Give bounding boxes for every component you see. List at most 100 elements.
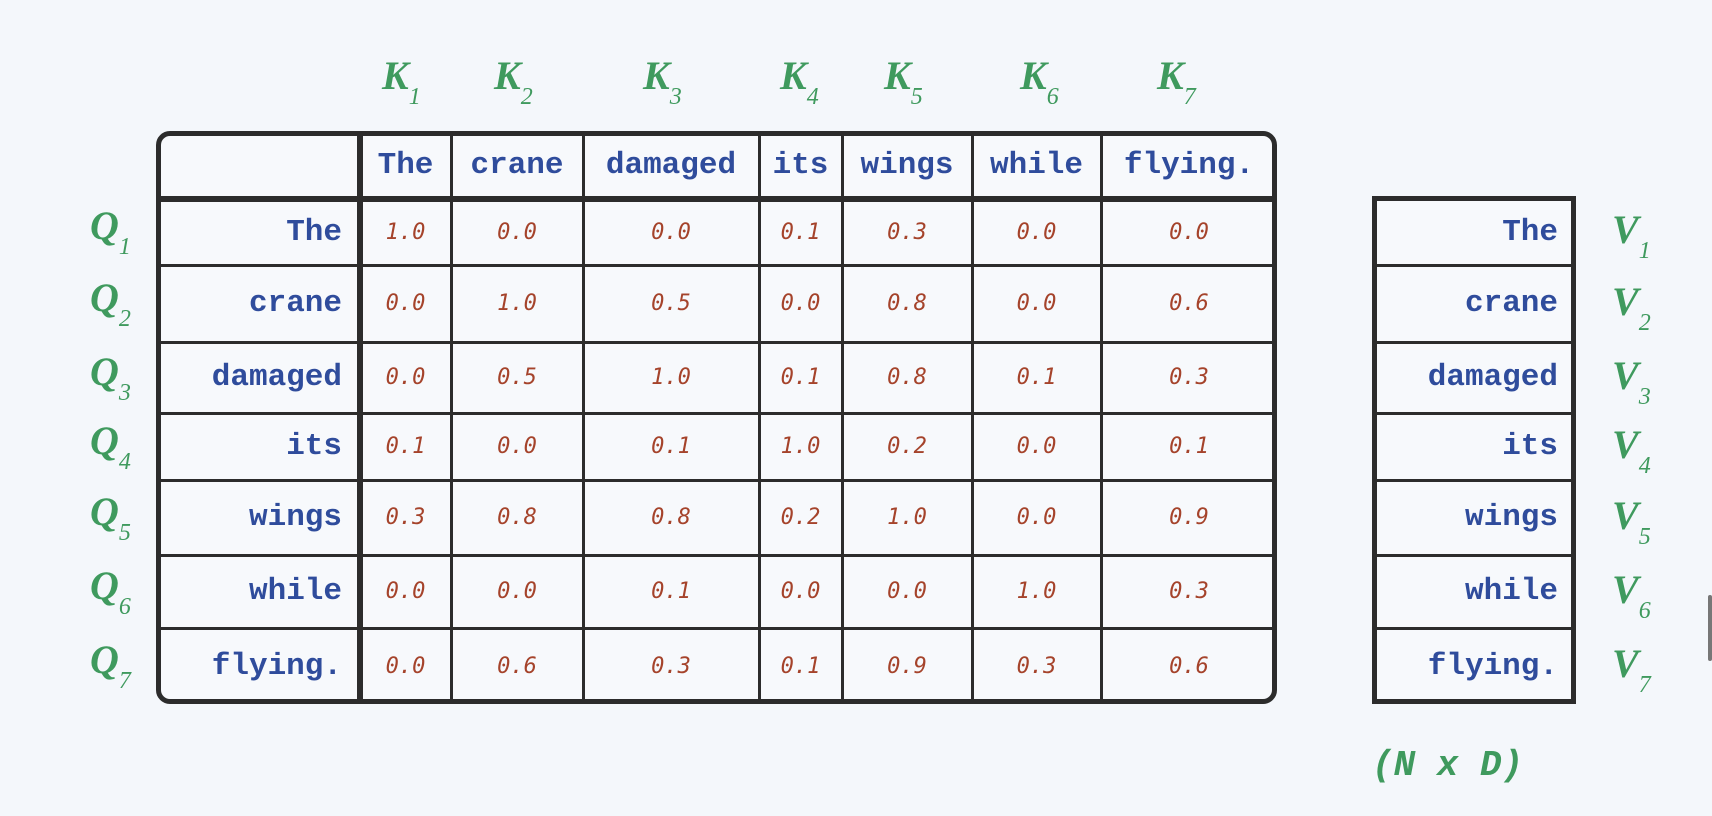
attention-score-cell: 0.1 (651, 579, 691, 604)
value-label-letter: V (1612, 278, 1639, 324)
attention-score-cell: 0.0 (1169, 219, 1209, 245)
column-divider (449, 131, 453, 704)
key-token-header: flying. (1123, 147, 1255, 183)
value-label-letter: V (1612, 421, 1639, 467)
query-label-subscript: 3 (118, 379, 131, 406)
scrollbar[interactable] (1708, 595, 1712, 661)
attention-score-cell: 0.3 (1169, 579, 1209, 604)
attention-matrix-table (156, 131, 1277, 704)
attention-score-cell: 0.1 (780, 653, 821, 679)
attention-score-cell: 0.0 (651, 219, 691, 245)
value-label: V2 (1612, 278, 1651, 335)
attention-score-cell: 1.0 (651, 365, 691, 390)
query-label: Q4 (90, 417, 131, 474)
query-label-letter: Q (90, 488, 119, 534)
query-label-subscript: 4 (118, 448, 131, 475)
attention-score-cell: 0.1 (1169, 434, 1209, 459)
query-label-subscript: 5 (118, 519, 131, 546)
column-divider (970, 131, 974, 704)
attention-score-cell: 0.1 (1016, 365, 1057, 390)
value-token-label: wings (1464, 500, 1558, 535)
attention-score-cell: 0.0 (497, 579, 537, 604)
query-token-label: while (248, 574, 342, 609)
attention-score-cell: 0.8 (887, 291, 927, 316)
row-divider (156, 626, 1277, 630)
row-divider (1372, 340, 1576, 344)
query-label-subscript: 7 (118, 668, 131, 694)
attention-score-cell: 0.8 (887, 365, 927, 390)
attention-score-cell: 0.8 (497, 505, 537, 530)
key-label-subscript: 7 (1183, 84, 1196, 110)
value-label-subscript: 4 (1638, 452, 1651, 479)
attention-score-cell: 0.3 (651, 653, 691, 679)
key-label: K6 (1020, 56, 1059, 110)
attention-score-cell: 1.0 (385, 219, 426, 245)
query-label: Q7 (90, 640, 131, 694)
row-divider (1372, 263, 1576, 267)
query-label: Q2 (90, 274, 131, 331)
key-label: K7 (1157, 56, 1196, 110)
attention-score-cell: 1.0 (887, 505, 927, 530)
key-label: K2 (494, 53, 533, 110)
value-label: V4 (1612, 421, 1651, 478)
query-label-letter: Q (90, 348, 119, 394)
value-label-subscript: 1 (1638, 238, 1651, 264)
value-token-label: flying. (1427, 648, 1558, 684)
attention-score-cell: 0.1 (780, 365, 821, 390)
key-token-header: The (377, 147, 434, 183)
value-label-subscript: 5 (1638, 523, 1651, 550)
key-label: K5 (884, 56, 923, 110)
attention-score-cell: 1.0 (1016, 579, 1057, 604)
value-label: V3 (1612, 352, 1651, 409)
attention-score-cell: 1.0 (780, 434, 821, 459)
attention-score-cell: 0.3 (1016, 653, 1057, 679)
row-divider (1372, 626, 1576, 630)
attention-score-cell: 0.0 (780, 579, 821, 604)
key-label-subscript: 5 (910, 84, 923, 110)
row-divider (1372, 411, 1576, 415)
value-label-letter: V (1612, 566, 1639, 612)
value-label-subscript: 2 (1638, 309, 1651, 336)
attention-score-cell: 0.5 (497, 365, 537, 390)
attention-score-cell: 0.0 (1016, 505, 1057, 530)
query-label: Q6 (90, 562, 131, 619)
key-token-header: its (772, 147, 829, 183)
value-label: V5 (1612, 492, 1651, 549)
column-divider (357, 131, 363, 704)
query-label-letter: Q (90, 203, 119, 248)
key-label-subscript: 6 (1046, 84, 1059, 110)
query-token-label: flying. (211, 648, 342, 684)
key-token-header: wings (860, 147, 954, 183)
attention-score-cell: 0.0 (887, 579, 927, 604)
query-label-subscript: 2 (118, 305, 131, 332)
query-label-letter: Q (90, 562, 119, 608)
query-token-label: The (286, 214, 342, 250)
attention-score-cell: 0.3 (887, 219, 927, 245)
value-token-label: damaged (1427, 360, 1558, 395)
query-label: Q3 (90, 348, 131, 405)
row-divider (156, 478, 1277, 482)
query-label: Q1 (90, 203, 131, 260)
attention-score-cell: 0.1 (385, 434, 426, 459)
attention-score-cell: 0.3 (385, 505, 426, 530)
key-token-header: crane (470, 147, 564, 183)
attention-score-cell: 0.0 (1016, 434, 1057, 459)
value-label-letter: V (1612, 352, 1639, 398)
column-divider (757, 131, 761, 704)
query-label: Q5 (90, 488, 131, 545)
query-token-label: its (286, 429, 342, 464)
value-token-label: its (1502, 429, 1558, 464)
key-label-letter: K (494, 53, 521, 98)
value-label-letter: V (1612, 641, 1639, 686)
query-token-label: wings (248, 500, 342, 535)
key-token-header: while (989, 147, 1083, 183)
value-label-subscript: 6 (1638, 597, 1651, 624)
attention-score-cell: 0.0 (497, 219, 537, 245)
row-divider (156, 263, 1277, 267)
value-table (1372, 196, 1576, 704)
query-label-letter: Q (90, 274, 119, 320)
value-label-letter: V (1612, 492, 1639, 538)
key-token-header: damaged (605, 147, 737, 183)
row-divider (156, 553, 1277, 557)
query-label-letter: Q (90, 417, 119, 463)
